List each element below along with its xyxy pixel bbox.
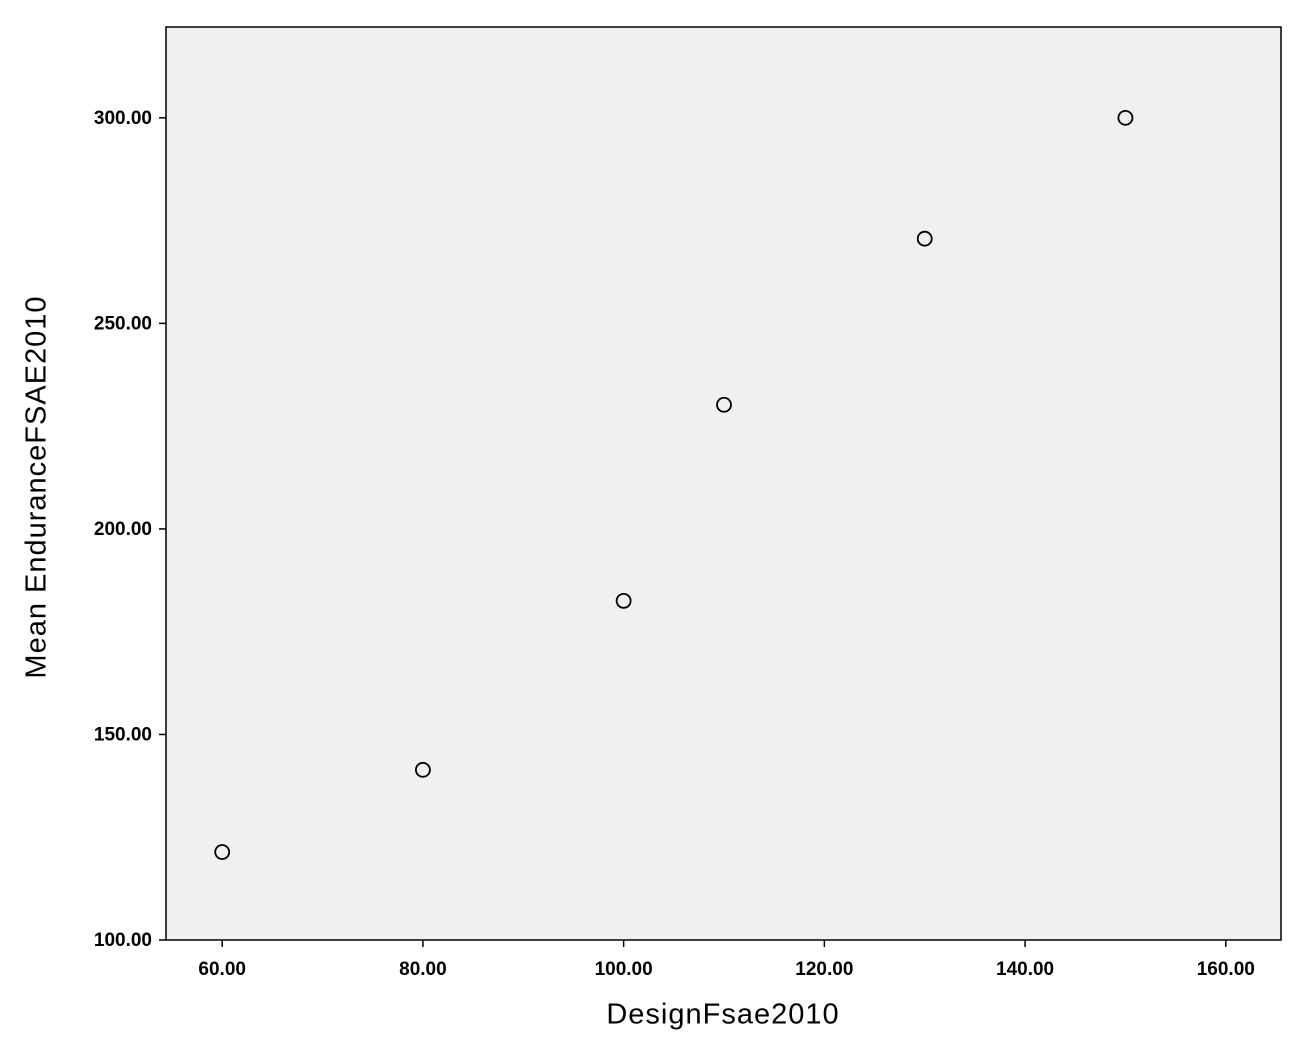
y-tick-label: 250.00 <box>94 313 152 334</box>
x-tick-label: 80.00 <box>399 959 447 980</box>
point <box>415 761 431 778</box>
y-tick-label: 100.00 <box>94 930 152 951</box>
x-tick-label: 60.00 <box>198 959 246 980</box>
y-axis-title: Mean EnduranceFSAE2010 <box>21 295 53 678</box>
x-tick-label: 100.00 <box>595 959 653 980</box>
point <box>1117 109 1134 126</box>
point <box>615 592 632 609</box>
x-tick-label: 140.00 <box>996 959 1054 980</box>
y-tick-label: 200.00 <box>94 519 152 540</box>
point <box>214 844 231 860</box>
x-tick-label: 120.00 <box>795 959 853 980</box>
y-tick-label: 150.00 <box>94 724 152 745</box>
y-tick-label: 300.00 <box>94 108 152 129</box>
plot-area <box>165 26 1282 941</box>
x-axis-title: DesignFsae2010 <box>606 999 839 1031</box>
point <box>716 396 732 413</box>
point <box>916 230 933 247</box>
x-tick-label: 160.00 <box>1197 959 1255 980</box>
